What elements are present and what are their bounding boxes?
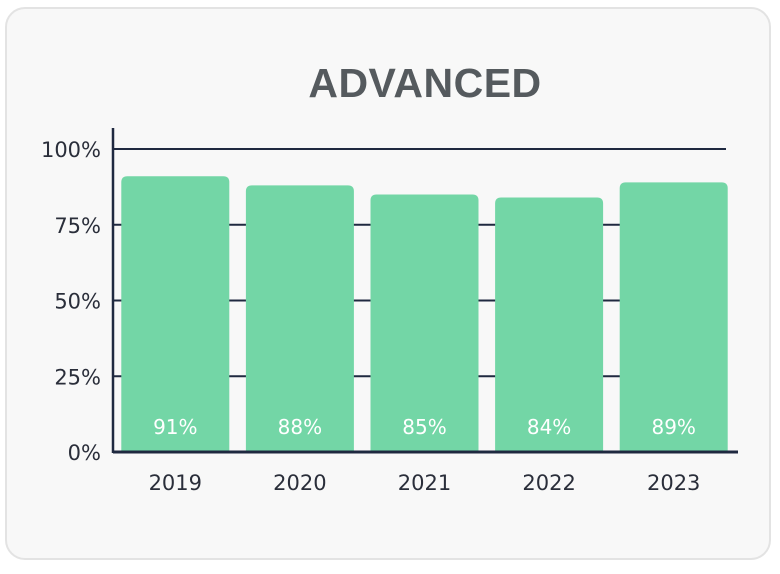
bar-2021 <box>370 194 479 452</box>
bar-2022 <box>495 197 604 452</box>
y-tick-label: 75% <box>54 214 101 238</box>
x-tick-label: 2020 <box>273 471 326 495</box>
data-labels: 91% 88% 85% 84% 89% <box>153 415 696 439</box>
data-label-2022: 84% <box>527 415 571 439</box>
y-tick-label: 100% <box>41 138 101 162</box>
y-tick-label: 0% <box>68 441 101 465</box>
x-tick-label: 2021 <box>398 471 451 495</box>
y-tick-label: 50% <box>54 290 101 314</box>
axes <box>111 128 738 454</box>
y-axis-ticks: 0% 25% 50% 75% 100% <box>41 138 101 465</box>
bar-2023 <box>619 182 728 452</box>
bar-2020 <box>245 185 354 453</box>
y-tick-label: 25% <box>54 365 101 389</box>
x-tick-label: 2023 <box>647 471 700 495</box>
chart-title: ADVANCED <box>308 60 542 106</box>
data-label-2021: 85% <box>402 415 446 439</box>
data-label-2019: 91% <box>153 415 197 439</box>
x-tick-label: 2019 <box>149 471 202 495</box>
x-axis-ticks: 2019 2020 2021 2022 2023 <box>149 471 701 495</box>
data-label-2023: 89% <box>651 415 695 439</box>
data-label-2020: 88% <box>278 415 322 439</box>
bar-2019 <box>121 176 230 452</box>
bars <box>121 176 728 453</box>
x-tick-label: 2022 <box>522 471 575 495</box>
